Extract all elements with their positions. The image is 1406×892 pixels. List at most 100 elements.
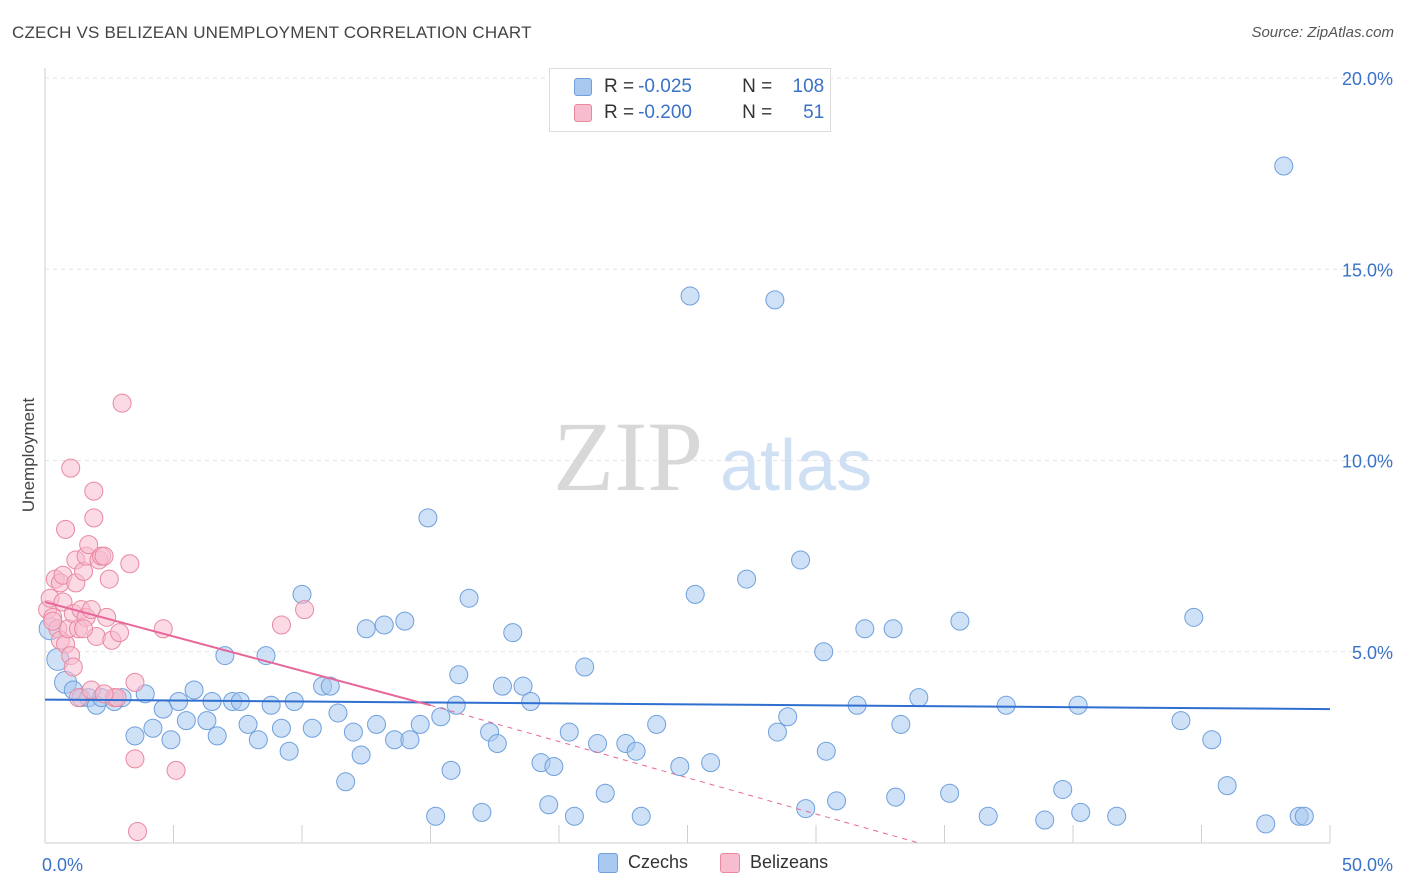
r-label: R = xyxy=(604,102,635,123)
czechs-point xyxy=(1035,810,1055,830)
czechs-point xyxy=(909,688,929,708)
czechs-point xyxy=(595,783,615,803)
stats-row-czechs: R = -0.025 N = 108 xyxy=(574,75,824,99)
czechs-point xyxy=(261,695,281,715)
czechs-point xyxy=(449,665,469,685)
r-label: R = xyxy=(604,76,635,97)
czechs-point xyxy=(279,741,299,761)
n-value: 51 xyxy=(803,102,825,123)
belizeans-point xyxy=(63,657,83,677)
belizeans-point xyxy=(97,607,117,627)
belizeans-point xyxy=(84,481,104,501)
czechs-point xyxy=(1184,607,1204,627)
belizeans-trend-extension xyxy=(430,704,919,844)
czechs-point xyxy=(814,642,834,662)
czechs-point xyxy=(161,730,181,750)
czechs-point xyxy=(418,508,438,528)
czechs-swatch xyxy=(598,852,618,873)
czechs-point xyxy=(459,588,479,608)
czechs-point xyxy=(685,584,705,604)
legend-item-belizeans[interactable]: Belizeans xyxy=(720,852,828,873)
czechs-point xyxy=(400,730,420,750)
czechs-point xyxy=(513,676,533,696)
czechs-point xyxy=(1053,779,1073,799)
czechs-point xyxy=(1071,802,1091,822)
czechs-point xyxy=(207,726,227,746)
czechs-point xyxy=(670,757,690,776)
czechs-point xyxy=(410,714,430,734)
r-value: -0.200 xyxy=(638,102,692,123)
czechs-point xyxy=(940,783,960,803)
czechs-point xyxy=(816,741,836,761)
n-label: N = xyxy=(742,76,773,97)
n-label: N = xyxy=(742,102,773,123)
czechs-point xyxy=(544,757,564,776)
belizeans-point xyxy=(61,458,81,478)
czechs-point xyxy=(778,707,798,727)
czechs-point xyxy=(767,722,787,742)
legend-label: Belizeans xyxy=(750,852,829,872)
czechs-point xyxy=(238,714,258,734)
czechs-point xyxy=(441,760,461,780)
legend-item-czechs[interactable]: Czechs xyxy=(598,852,688,873)
czechs-point xyxy=(1217,776,1237,796)
czechs-point xyxy=(564,806,584,826)
watermark-zip: ZIP xyxy=(553,401,703,512)
czechs-point xyxy=(827,791,847,811)
belizeans-point xyxy=(295,600,315,620)
czechs-point xyxy=(559,722,579,742)
chart-title: CZECH VS BELIZEAN UNEMPLOYMENT CORRELATI… xyxy=(12,23,532,42)
belizeans-point xyxy=(128,822,148,842)
czechs-point xyxy=(320,676,340,696)
grid-lines xyxy=(45,77,1395,653)
czechs-point xyxy=(883,619,903,639)
czechs-point xyxy=(395,611,415,631)
czechs-point xyxy=(737,569,757,589)
czechs-point xyxy=(765,290,785,310)
n-value: 108 xyxy=(792,76,825,97)
czechs-point xyxy=(1274,156,1294,176)
belizeans-point xyxy=(84,508,104,528)
belizeans-swatch xyxy=(574,104,592,122)
czechs-point xyxy=(143,718,163,738)
czechs-point xyxy=(796,799,816,819)
czechs-swatch xyxy=(574,78,592,96)
czechs-point xyxy=(472,802,492,822)
czechs-point xyxy=(1202,730,1222,750)
czechs-point xyxy=(791,550,811,570)
czechs-point xyxy=(197,711,217,731)
trend-lines xyxy=(44,601,1331,844)
y-tick-label: 5.0% xyxy=(1352,643,1393,663)
czechs-point xyxy=(356,619,376,639)
czechs-point xyxy=(588,734,608,754)
czechs-point xyxy=(521,691,541,711)
source-label: Source: ZipAtlas.com xyxy=(1251,24,1394,41)
czechs-point xyxy=(336,772,356,792)
czechs-point xyxy=(950,611,970,631)
czechs-point xyxy=(487,734,507,754)
czechs-point xyxy=(1068,695,1088,715)
czechs-point xyxy=(647,714,667,734)
watermark-atlas: atlas xyxy=(720,426,872,506)
x-tick-label: 0.0% xyxy=(42,855,83,875)
belizeans-swatch xyxy=(720,852,741,873)
czechs-point xyxy=(503,623,523,643)
belizeans-point xyxy=(56,519,76,539)
czechs-point xyxy=(978,806,998,826)
belizeans-point xyxy=(110,623,130,643)
czechs-point xyxy=(492,676,512,696)
belizeans-point xyxy=(112,393,132,413)
czechs-point xyxy=(891,714,911,734)
czechs-point xyxy=(374,615,394,635)
belizeans-point xyxy=(120,554,140,574)
y-tick-label: 15.0% xyxy=(1342,260,1393,280)
czechs-point xyxy=(184,680,204,700)
czechs-point xyxy=(680,286,700,306)
czechs-point xyxy=(701,753,721,773)
stats-legend: R = -0.025 N = 108 R = -0.200 N = 51 xyxy=(549,68,831,132)
czechs-point xyxy=(626,741,646,761)
czechs-point xyxy=(248,730,268,750)
czechs-point xyxy=(367,714,387,734)
czechs-point xyxy=(328,703,348,723)
